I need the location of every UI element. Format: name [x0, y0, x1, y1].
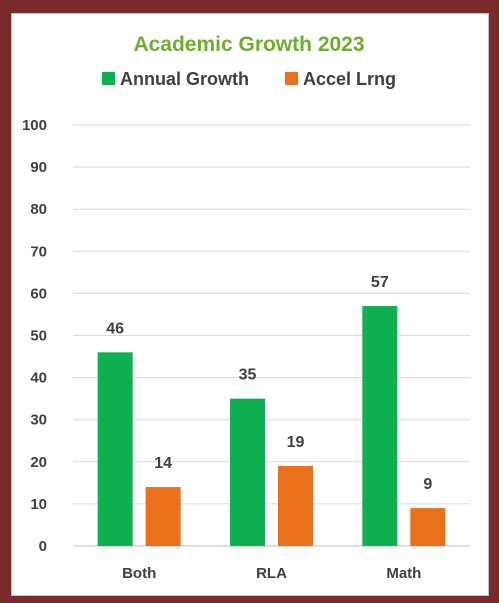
- gridlines: [73, 124, 470, 547]
- y-tick-label: 10: [30, 496, 47, 513]
- bar-accel-lrng-math: [410, 508, 446, 546]
- legend-swatch-annual-growth: [102, 72, 115, 85]
- x-category-label: Math: [386, 565, 421, 582]
- bars: [97, 306, 446, 546]
- data-label: 14: [154, 455, 172, 472]
- legend: Annual Growth Accel Lrng: [102, 69, 396, 89]
- y-tick-label: 0: [39, 538, 47, 555]
- bar-accel-lrng-both: [145, 487, 181, 546]
- data-label: 9: [423, 476, 432, 493]
- chart-title: Academic Growth 2023: [133, 33, 364, 56]
- x-category-label: Both: [122, 565, 156, 582]
- bar-annual-growth-math: [362, 306, 398, 546]
- data-label: 19: [287, 434, 305, 451]
- y-tick-label: 70: [30, 243, 47, 260]
- data-labels: 46 14 35 19 57 9: [106, 274, 432, 493]
- y-tick-label: 100: [22, 117, 47, 134]
- legend-label-annual-growth: Annual Growth: [120, 69, 249, 89]
- legend-swatch-accel-lrng: [285, 72, 298, 85]
- bar-accel-lrng-rla: [278, 466, 313, 546]
- bar-annual-growth-both: [97, 352, 133, 546]
- legend-label-accel-lrng: Accel Lrng: [303, 69, 396, 89]
- x-category-label: RLA: [256, 565, 287, 582]
- y-tick-label: 20: [30, 454, 47, 471]
- data-label: 35: [239, 367, 257, 384]
- y-axis-ticks: 0 10 20 30 40 50 60 70 80 90 100: [22, 117, 47, 555]
- x-axis-categories: Both RLA Math: [122, 565, 421, 582]
- bar-annual-growth-rla: [230, 398, 265, 546]
- y-tick-label: 40: [30, 370, 47, 387]
- data-label: 46: [106, 320, 124, 337]
- y-tick-label: 60: [30, 285, 47, 302]
- y-tick-label: 50: [30, 328, 47, 345]
- y-tick-label: 80: [30, 201, 47, 218]
- y-tick-label: 30: [30, 412, 47, 429]
- data-label: 57: [371, 274, 389, 291]
- y-tick-label: 90: [30, 159, 47, 176]
